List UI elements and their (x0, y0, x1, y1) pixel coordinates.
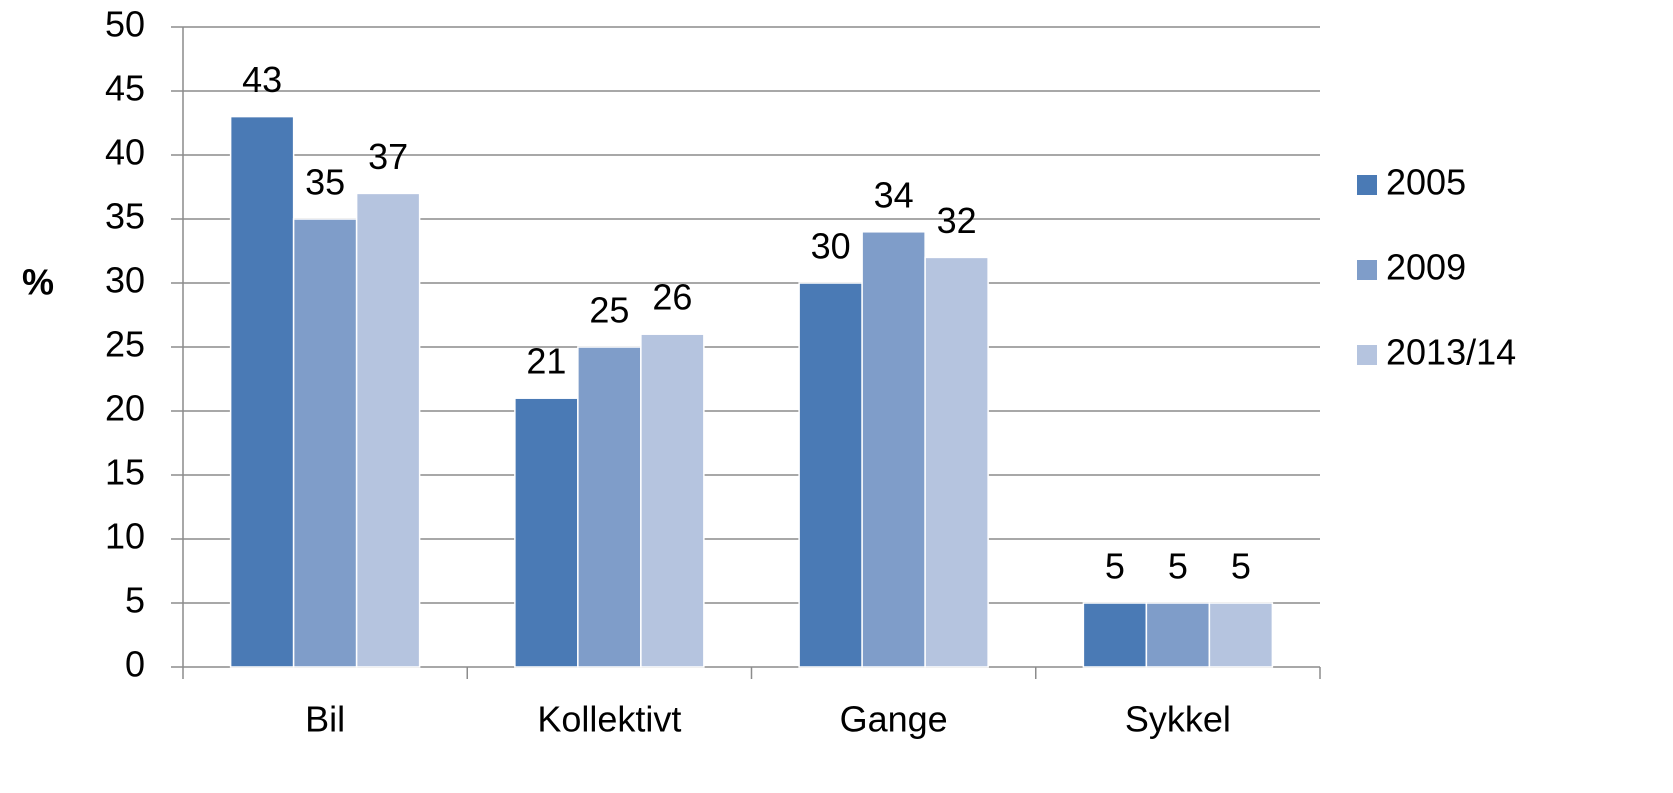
y-tick-label: 20 (105, 388, 145, 429)
y-tick-label: 10 (105, 516, 145, 557)
x-tick-label: Sykkel (1125, 699, 1231, 740)
y-tick-label: 35 (105, 196, 145, 237)
x-tick-label: Gange (840, 699, 948, 740)
bar (577, 346, 642, 668)
data-label: 5 (1231, 546, 1251, 587)
data-label: 21 (526, 341, 566, 382)
bar (514, 397, 579, 668)
bar (640, 333, 705, 668)
bar (924, 256, 989, 668)
data-label: 37 (368, 136, 408, 177)
data-label: 5 (1168, 546, 1188, 587)
data-label: 26 (652, 277, 692, 318)
legend-swatch (1357, 175, 1377, 195)
data-label: 30 (811, 226, 851, 267)
legend-swatch (1357, 345, 1377, 365)
legend-label: 2009 (1386, 247, 1466, 288)
y-tick-label: 30 (105, 260, 145, 301)
data-label: 25 (589, 290, 629, 331)
y-tick-label: 50 (105, 4, 145, 45)
x-tick-label: Bil (305, 699, 345, 740)
y-tick-label: 0 (125, 644, 145, 685)
legend-swatch (1357, 260, 1377, 280)
bar (1082, 602, 1148, 668)
data-label: 32 (937, 200, 977, 241)
y-tick-label: 5 (125, 580, 145, 621)
bar (861, 231, 926, 668)
data-label: 43 (242, 59, 282, 100)
bar (1145, 602, 1211, 668)
y-axis-label: % (22, 262, 54, 303)
legend-label: 2013/14 (1386, 332, 1516, 373)
data-label: 34 (874, 174, 914, 215)
y-tick-label: 25 (105, 324, 145, 365)
bar (798, 282, 863, 668)
y-tick-label: 45 (105, 68, 145, 109)
data-label: 35 (305, 162, 345, 203)
x-tick-label: Kollektivt (537, 699, 681, 740)
y-tick-label: 15 (105, 452, 145, 493)
bar (355, 192, 421, 668)
legend-label: 2005 (1386, 162, 1466, 203)
y-tick-label: 40 (105, 132, 145, 173)
bar (1208, 602, 1274, 668)
data-label: 5 (1105, 546, 1125, 587)
bar (292, 218, 358, 668)
bar (229, 115, 295, 668)
